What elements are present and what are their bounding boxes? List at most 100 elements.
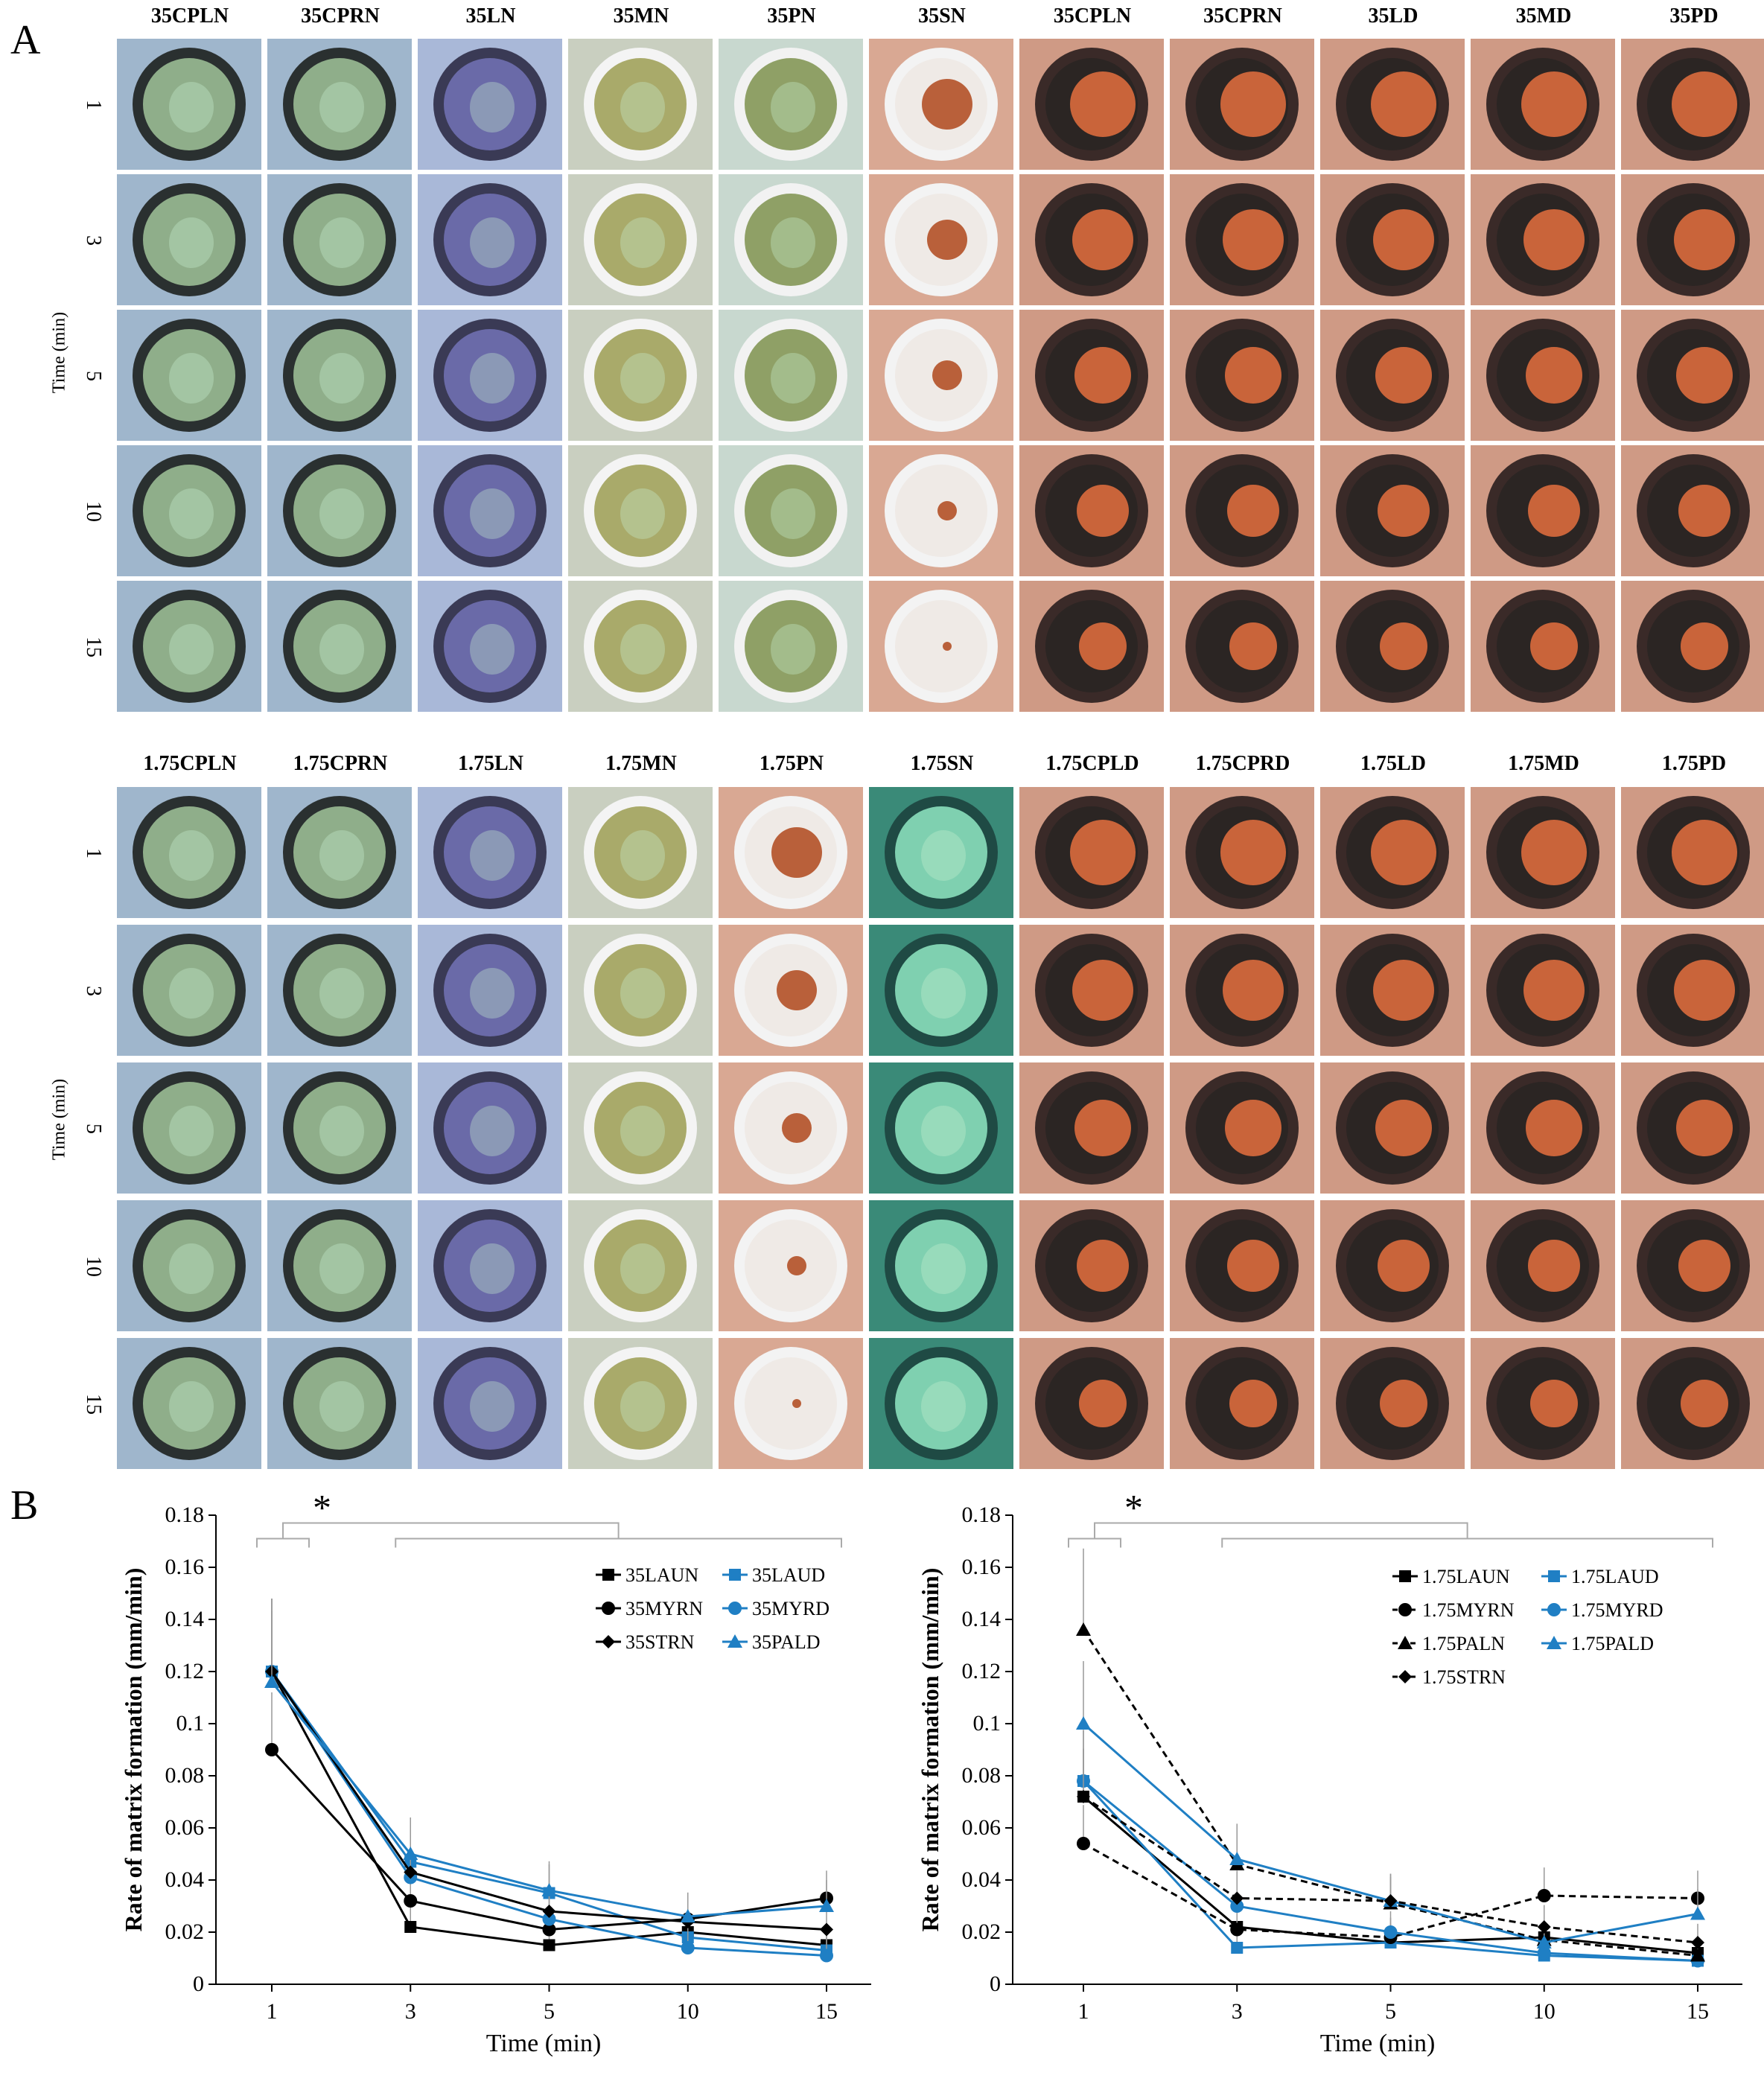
well-image <box>1168 444 1316 578</box>
well-image <box>567 1199 714 1333</box>
legend-label: 35LAUD <box>752 1564 825 1586</box>
well-image <box>717 444 865 578</box>
y-tick-label: 0.12 <box>962 1659 1002 1683</box>
well-image <box>1319 579 1466 713</box>
significance-bracket <box>1221 1538 1713 1548</box>
data-point <box>403 1847 418 1860</box>
well-image <box>1018 1336 1165 1471</box>
y-tick-label: 0.06 <box>962 1815 1002 1840</box>
data-point <box>542 1922 556 1937</box>
data-point <box>541 1883 557 1896</box>
well-image <box>416 579 564 713</box>
y-tick-label: 0.02 <box>962 1919 1002 1944</box>
chart-left: 0 0.02 0.04 0.06 0.08 0.1 0.12 0.14 0.16 0.18 1 3 5 1… <box>120 1487 871 2057</box>
well-image <box>1168 923 1316 1057</box>
well-image <box>416 1336 564 1471</box>
legend-label: 1.75PALN <box>1422 1633 1505 1654</box>
well-image <box>115 1061 263 1195</box>
well-image <box>115 308 263 442</box>
well-image <box>867 173 1015 307</box>
row-label: 15 <box>82 1394 105 1415</box>
data-point <box>1690 1948 1705 1962</box>
legend-label: 35PALD <box>752 1631 821 1653</box>
column-header: 35MD <box>1515 4 1572 28</box>
y-axis-label: Rate of matrix formation (mm/min) <box>120 1568 147 1932</box>
column-header: 35LD <box>1368 4 1418 28</box>
y-tick-label: 0.14 <box>962 1607 1002 1631</box>
column-header: 35SN <box>918 4 966 28</box>
well-image <box>567 1061 714 1195</box>
well-image <box>115 786 263 920</box>
well-image <box>1469 1199 1617 1333</box>
well-image <box>1319 1336 1466 1471</box>
well-image <box>1469 579 1617 713</box>
y-tick-label: 0.08 <box>962 1763 1002 1788</box>
data-point <box>1548 1570 1560 1582</box>
data-point <box>1076 1716 1091 1730</box>
data-point <box>542 1912 556 1926</box>
well-image <box>867 308 1015 442</box>
well-image <box>1469 786 1617 920</box>
well-image <box>1168 786 1316 920</box>
well-image <box>567 37 714 171</box>
well-image <box>1018 308 1165 442</box>
well-image <box>1319 1199 1466 1333</box>
legend-label: 35MYRD <box>752 1598 830 1619</box>
data-point <box>680 1909 695 1922</box>
well-image <box>115 37 263 171</box>
well-image <box>867 579 1015 713</box>
well-image <box>1018 37 1165 171</box>
well-image <box>1620 786 1764 920</box>
well-image <box>717 579 865 713</box>
well-image <box>1018 923 1165 1057</box>
x-tick-label: 15 <box>1687 1999 1709 2024</box>
row-label: 5 <box>82 371 105 381</box>
x-tick-label: 10 <box>677 1999 699 2024</box>
row-axis-title-bottom: Time (min) <box>49 1078 69 1161</box>
data-point <box>1230 1899 1244 1913</box>
data-point <box>542 1905 556 1918</box>
x-tick-label: 15 <box>815 1999 838 2024</box>
well-image <box>266 37 413 171</box>
well-image <box>115 444 263 578</box>
data-point <box>820 1922 833 1937</box>
x-tick-label: 3 <box>1232 1999 1243 2024</box>
data-point <box>728 1602 742 1615</box>
significance-bracket <box>256 1538 310 1548</box>
column-header: 35CPLN <box>150 4 229 28</box>
well-image <box>115 173 263 307</box>
well-image <box>717 173 865 307</box>
well-image <box>867 1336 1015 1471</box>
well-image <box>266 173 413 307</box>
x-axis-label: Time (min) <box>486 2030 602 2057</box>
column-header: 1.75CPRN <box>293 752 388 775</box>
legend-label: 1.75STRN <box>1422 1666 1506 1688</box>
y-tick-label: 0.1 <box>973 1711 1002 1736</box>
data-point <box>819 1899 834 1912</box>
well-image <box>1168 1336 1316 1471</box>
legend-label: 1.75MYRN <box>1422 1599 1515 1621</box>
well-image <box>266 1336 413 1471</box>
well-image <box>717 1061 865 1195</box>
data-point <box>1384 1894 1398 1908</box>
column-header: 1.75CPRD <box>1195 752 1290 775</box>
data-point <box>602 1635 615 1648</box>
y-tick-label: 0.18 <box>165 1503 205 1527</box>
significance-marker: * <box>313 1487 331 1529</box>
x-tick-label: 1 <box>267 1999 278 2024</box>
y-tick-label: 0 <box>193 1972 204 1996</box>
significance-bracket <box>395 1538 842 1548</box>
column-header: 1.75MN <box>605 752 677 775</box>
x-tick-label: 3 <box>405 1999 416 2024</box>
column-header: 35MN <box>613 4 669 28</box>
significance-bracket <box>282 1522 620 1539</box>
data-point <box>543 1939 555 1951</box>
y-tick-label: 0.18 <box>962 1503 1002 1527</box>
well-image <box>867 786 1015 920</box>
data-point <box>1077 1790 1090 1803</box>
well-image <box>1319 923 1466 1057</box>
row-label: 3 <box>82 986 105 996</box>
significance-bracket <box>1094 1522 1468 1539</box>
column-header: 1.75LD <box>1360 752 1426 775</box>
well-image <box>266 1199 413 1333</box>
